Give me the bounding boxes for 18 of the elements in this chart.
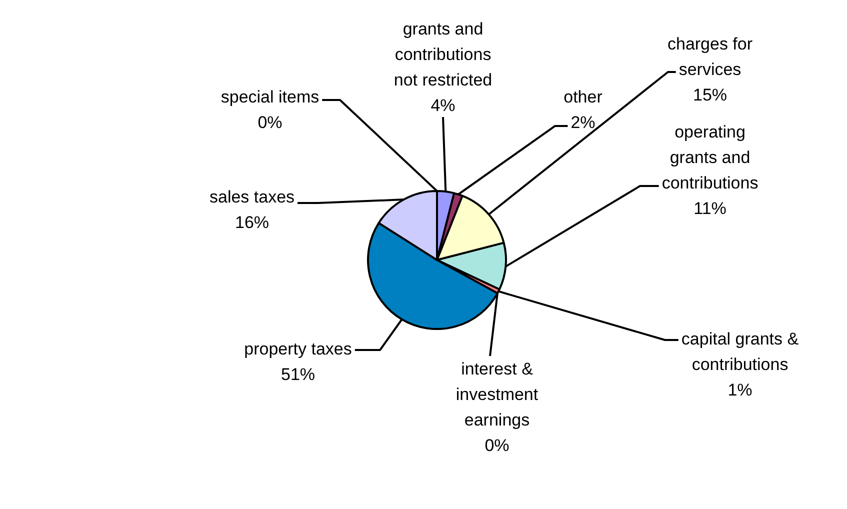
slice-label: sales taxes <box>209 188 295 207</box>
category-label: special items <box>220 88 320 107</box>
data-label: 11% <box>694 199 726 218</box>
slice-label: property taxes <box>244 340 352 359</box>
slice-label: operating grants and contributions <box>662 122 758 193</box>
slice-label: other <box>564 88 603 107</box>
data-label: 15% <box>692 86 728 105</box>
text: 0% <box>258 113 282 132</box>
data-label: 4% <box>430 96 456 116</box>
slice-label: grants and contributions not restricted <box>394 20 492 90</box>
data-label: 2% <box>570 113 596 132</box>
category-label: interest & investment earnings <box>456 360 538 430</box>
slice-label: charges for services <box>667 34 753 80</box>
slice-label: capital grants & contributions <box>681 330 800 374</box>
text: 0% <box>484 436 510 456</box>
data-label: 16% <box>234 213 270 232</box>
data-label: 1% <box>728 380 752 400</box>
data-label: 51% <box>280 365 316 384</box>
